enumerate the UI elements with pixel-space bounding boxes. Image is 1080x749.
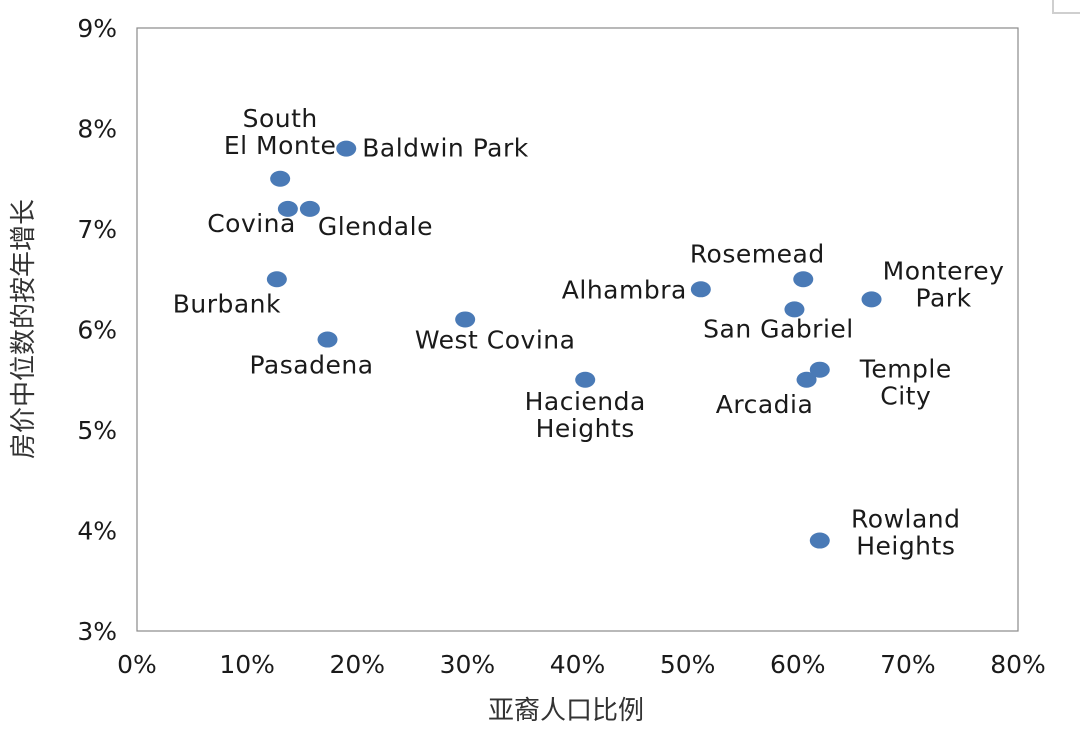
point-label: Arcadia bbox=[716, 390, 814, 419]
scatter-point bbox=[793, 271, 814, 288]
point-label-line: West Covina bbox=[415, 325, 576, 354]
point-label-line: Glendale bbox=[318, 212, 433, 241]
y-tick-label: 9% bbox=[77, 14, 117, 43]
point-label-line: Heights bbox=[536, 414, 635, 443]
point-label: Glendale bbox=[318, 212, 433, 241]
scatter-point bbox=[861, 291, 882, 308]
point-label: Pasadena bbox=[249, 351, 373, 380]
plot-area bbox=[136, 27, 1019, 632]
point-label: Monterey Park bbox=[883, 256, 1005, 312]
point-label-line: Park bbox=[916, 283, 972, 312]
point-label: Covina bbox=[207, 209, 296, 238]
point-label: Hacienda Heights bbox=[525, 387, 646, 443]
point-label-line: South bbox=[243, 104, 318, 133]
y-tick-label: 7% bbox=[77, 215, 117, 244]
point-label-line: Arcadia bbox=[716, 390, 814, 419]
scatter-point bbox=[784, 301, 805, 318]
point-label-line: Rowland bbox=[851, 505, 960, 534]
point-label: West Covina bbox=[415, 325, 576, 354]
scatter-point bbox=[575, 371, 596, 388]
point-label-line: El Monte bbox=[224, 131, 337, 160]
y-tick-label: 5% bbox=[77, 416, 117, 445]
scatter-point bbox=[809, 361, 830, 378]
scatter-point bbox=[299, 200, 320, 217]
x-tick-label: 70% bbox=[880, 650, 936, 679]
point-label-line: Burbank bbox=[173, 289, 281, 318]
y-tick-label: 3% bbox=[77, 617, 117, 646]
window-corner bbox=[1052, 0, 1080, 14]
point-label-line: City bbox=[880, 382, 931, 411]
x-axis-ticks: 0% 10% 20% 30% 40% 50% 60% 70% 80% bbox=[117, 650, 1046, 679]
scatter-point bbox=[277, 200, 298, 217]
point-label-line: Covina bbox=[207, 209, 296, 238]
point-label-line: Alhambra bbox=[562, 275, 687, 304]
x-tick-label: 10% bbox=[219, 650, 275, 679]
y-tick-label: 8% bbox=[77, 115, 117, 144]
point-label: Burbank bbox=[173, 289, 281, 318]
x-tick-label: 50% bbox=[660, 650, 716, 679]
x-tick-label: 20% bbox=[329, 650, 385, 679]
scatter-point bbox=[690, 281, 711, 298]
data-points bbox=[266, 140, 882, 549]
point-label-line: San Gabriel bbox=[703, 314, 854, 343]
point-label-line: Hacienda bbox=[525, 387, 646, 416]
y-axis-label: 房价中位数的按年增长 bbox=[9, 199, 39, 459]
x-tick-label: 0% bbox=[117, 650, 157, 679]
point-label: Alhambra bbox=[562, 275, 687, 304]
x-tick-label: 80% bbox=[990, 650, 1046, 679]
point-labels: South El Monte Baldwin Park Covina Glendale B… bbox=[173, 104, 1005, 561]
y-tick-label: 6% bbox=[77, 316, 117, 345]
scatter-point bbox=[455, 311, 476, 328]
point-label-line: Heights bbox=[856, 532, 955, 561]
point-label: Rosemead bbox=[690, 239, 825, 268]
scatter-point bbox=[317, 331, 338, 348]
point-label-line: Pasadena bbox=[249, 351, 373, 380]
x-tick-label: 60% bbox=[770, 650, 826, 679]
scatter-point bbox=[809, 532, 830, 549]
scatter-point bbox=[796, 371, 817, 388]
x-tick-label: 40% bbox=[550, 650, 606, 679]
point-label-line: Rosemead bbox=[690, 239, 825, 268]
y-axis-ticks: 3% 4% 5% 6% 7% 8% 9% bbox=[77, 14, 117, 646]
point-label: Rowland Heights bbox=[851, 505, 960, 561]
point-label: South El Monte bbox=[224, 104, 337, 160]
point-label: Temple City bbox=[859, 355, 952, 411]
point-label-line: Temple bbox=[859, 355, 952, 384]
y-tick-label: 4% bbox=[77, 517, 117, 546]
scatter-point bbox=[270, 170, 291, 187]
point-label-line: Monterey bbox=[883, 256, 1005, 285]
x-tick-label: 30% bbox=[440, 650, 496, 679]
point-label-line: Baldwin Park bbox=[362, 134, 529, 163]
point-label: San Gabriel bbox=[703, 314, 854, 343]
scatter-point bbox=[336, 140, 357, 157]
scatter-point bbox=[266, 271, 287, 288]
point-label: Baldwin Park bbox=[362, 134, 529, 163]
x-axis-label: 亚裔人口比例 bbox=[488, 696, 644, 726]
